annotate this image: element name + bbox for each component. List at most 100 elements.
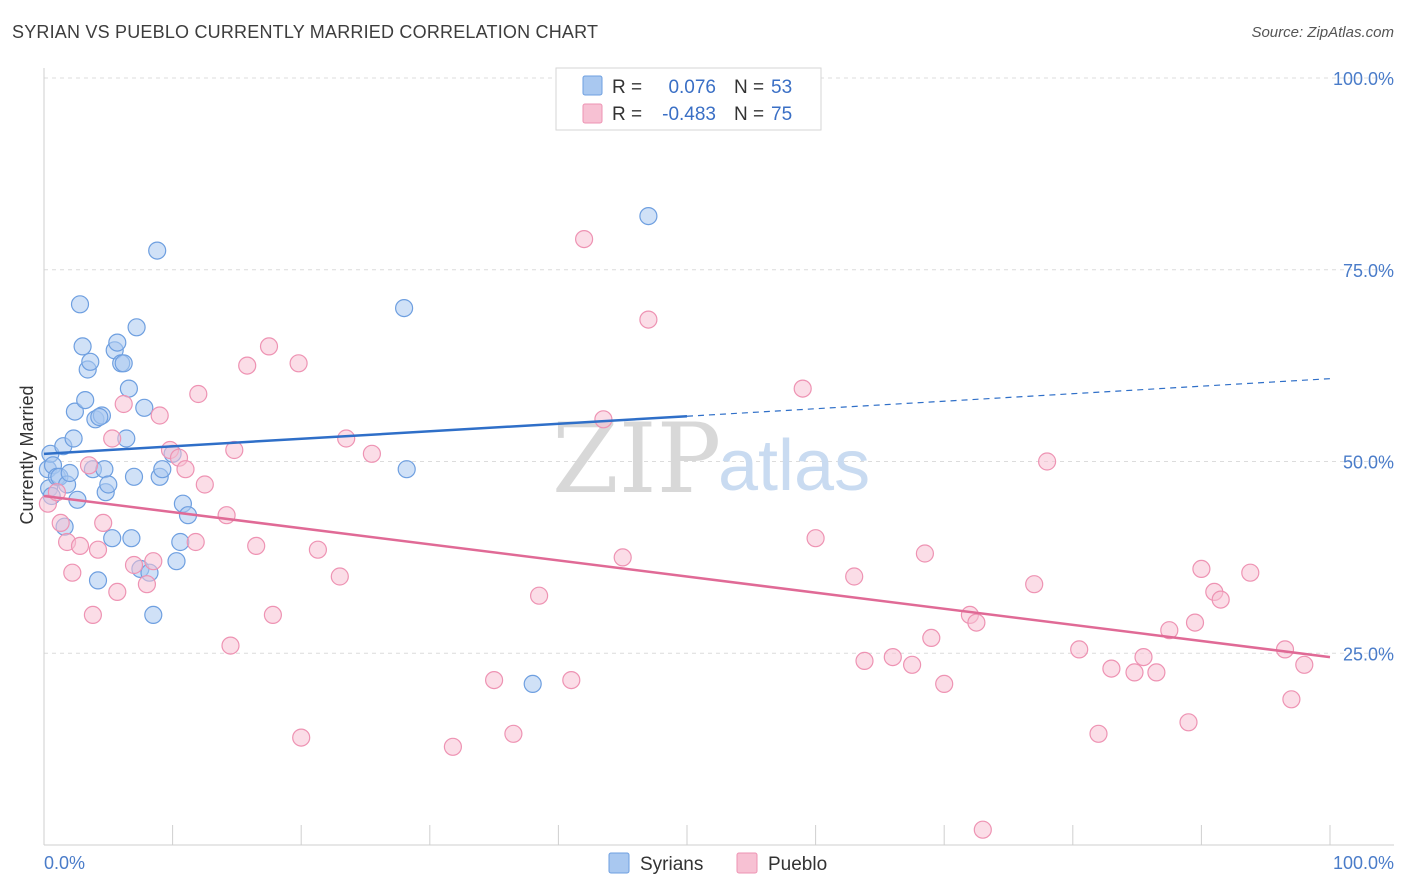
- point-pueblo-26: [238, 356, 257, 375]
- legend-r-value-pueblo: -0.483: [662, 104, 716, 125]
- legend-r-label-pueblo: R =: [612, 104, 642, 125]
- point-syrians-45: [171, 532, 190, 552]
- point-pueblo-12: [114, 394, 133, 414]
- point-pueblo-24: [221, 636, 240, 655]
- point-pueblo-33: [330, 567, 349, 586]
- point-pueblo-39: [529, 586, 549, 605]
- point-pueblo-49: [883, 647, 902, 667]
- point-pueblo-45: [793, 379, 812, 398]
- point-syrians-10: [60, 463, 79, 483]
- point-pueblo-34: [337, 429, 356, 448]
- point-pueblo-71: [1241, 563, 1260, 582]
- point-pueblo-38: [504, 724, 523, 743]
- legend-n-value-pueblo: 75: [771, 104, 792, 125]
- point-syrians-40: [148, 241, 167, 260]
- legend-n-label-pueblo: N =: [734, 104, 764, 125]
- point-pueblo-19: [176, 460, 195, 479]
- y-tick-labels: 25.0% 50.0% 75.0% 100.0%: [1333, 69, 1394, 664]
- point-pueblo-65: [1160, 621, 1179, 640]
- point-pueblo-50: [902, 655, 922, 674]
- point-syrians-15: [73, 337, 92, 356]
- point-pueblo-51: [915, 544, 935, 563]
- point-syrians-28: [108, 333, 127, 352]
- point-syrians-42: [153, 460, 172, 479]
- point-pueblo-47: [845, 567, 864, 586]
- point-pueblo-21: [189, 384, 208, 404]
- point-pueblo-60: [1089, 724, 1108, 743]
- point-syrians-26: [103, 529, 122, 548]
- y-tick-label-0: 25.0%: [1343, 644, 1394, 664]
- y-axis-label: Currently Married: [17, 385, 37, 524]
- point-pueblo-8: [88, 540, 108, 559]
- legend-swatch-syrians: [582, 75, 603, 96]
- point-pueblo-32: [308, 540, 327, 559]
- point-syrians-11: [64, 429, 83, 448]
- chart-title: SYRIAN VS PUEBLO CURRENTLY MARRIED CORRE…: [12, 22, 599, 42]
- point-syrians-33: [122, 529, 141, 548]
- trend-lines: [43, 378, 1331, 659]
- point-syrians-12: [65, 402, 85, 421]
- point-pueblo-68: [1192, 559, 1211, 579]
- point-pueblo-57: [1025, 575, 1044, 594]
- x-tick-label-min: 0.0%: [44, 853, 85, 873]
- point-pueblo-36: [443, 737, 462, 756]
- trend-line-syrians: [43, 414, 688, 456]
- point-pueblo-16: [150, 406, 169, 425]
- point-pueblo-42: [594, 410, 613, 429]
- point-syrians-34: [124, 467, 144, 486]
- point-syrians-25: [99, 475, 118, 494]
- point-pueblo-72: [1275, 640, 1295, 659]
- point-syrians-49: [397, 460, 416, 479]
- point-pueblo-62: [1125, 663, 1144, 682]
- point-pueblo-2: [51, 513, 70, 533]
- watermark-atlas: atlas: [718, 426, 870, 506]
- point-pueblo-70: [1211, 590, 1230, 609]
- legend-n-value-syrians: 53: [771, 77, 792, 98]
- point-pueblo-20: [186, 532, 205, 552]
- point-pueblo-55: [967, 613, 986, 632]
- point-pueblo-5: [70, 536, 90, 556]
- point-pueblo-43: [613, 548, 632, 567]
- point-syrians-44: [167, 552, 186, 571]
- point-syrians-51: [639, 207, 658, 226]
- trend-line-extension-syrians: [686, 378, 1331, 417]
- point-syrians-21: [88, 571, 108, 590]
- point-pueblo-27: [247, 536, 266, 556]
- legend-stats: R = 0.076 N = 53 R = -0.483 N = 75: [555, 67, 822, 131]
- point-pueblo-9: [94, 513, 113, 533]
- point-pueblo-13: [124, 555, 144, 575]
- point-syrians-32: [119, 379, 138, 398]
- point-pueblo-10: [103, 429, 122, 448]
- legend-bottom-label-syrians: Syrians: [640, 854, 703, 875]
- point-pueblo-53: [935, 674, 954, 694]
- trend-line-pueblo: [43, 494, 1331, 659]
- point-syrians-39: [144, 605, 163, 625]
- point-pueblo-14: [137, 575, 156, 594]
- point-syrians-14: [70, 295, 90, 314]
- point-syrians-35: [127, 318, 146, 337]
- point-pueblo-48: [855, 651, 874, 671]
- point-pueblo-64: [1147, 663, 1166, 682]
- point-syrians-23: [95, 460, 114, 479]
- point-pueblo-28: [259, 337, 279, 356]
- point-syrians-16: [76, 391, 95, 410]
- legend-bottom-label-pueblo: Pueblo: [768, 854, 827, 875]
- point-pueblo-58: [1037, 452, 1057, 471]
- point-pueblo-66: [1179, 713, 1198, 732]
- point-pueblo-35: [362, 444, 381, 463]
- point-pueblo-67: [1185, 613, 1205, 632]
- point-pueblo-11: [108, 582, 127, 602]
- point-syrians-48: [395, 299, 414, 318]
- point-pueblo-41: [574, 230, 594, 249]
- point-pueblo-31: [292, 728, 311, 747]
- legend-r-label-syrians: R =: [612, 77, 642, 98]
- point-syrians-50: [523, 674, 542, 694]
- point-pueblo-52: [922, 628, 941, 648]
- point-pueblo-46: [806, 529, 825, 548]
- y-tick-label-1: 50.0%: [1343, 453, 1394, 473]
- y-tick-label-2: 75.0%: [1343, 261, 1394, 281]
- point-pueblo-74: [1295, 655, 1314, 674]
- point-pueblo-44: [639, 310, 658, 329]
- point-pueblo-23: [217, 506, 236, 525]
